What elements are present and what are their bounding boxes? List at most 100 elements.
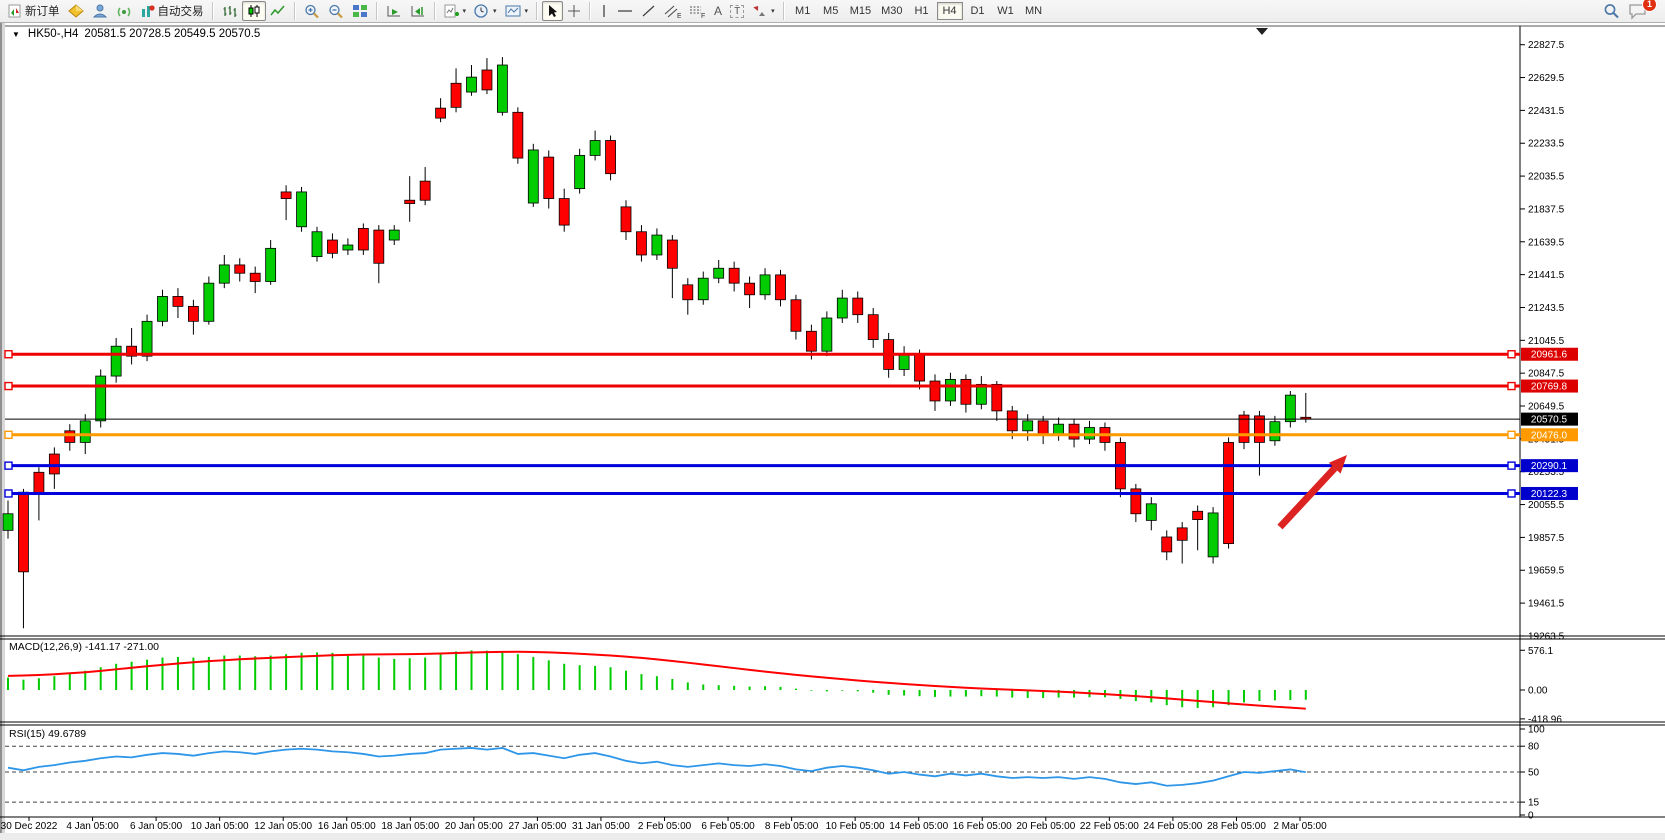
timeframe-button-M30[interactable]: M30 bbox=[877, 2, 906, 20]
bottom-strip bbox=[0, 833, 1665, 840]
community-button[interactable] bbox=[88, 1, 112, 21]
svg-text:E: E bbox=[677, 13, 681, 19]
line-end-marker[interactable] bbox=[4, 430, 13, 439]
time-tick-label: 31 Jan 05:00 bbox=[572, 821, 630, 832]
zoom-out-icon bbox=[328, 4, 344, 19]
new-order-icon bbox=[8, 4, 22, 18]
price-axis[interactable]: 22827.5 22629.5 22431.5 22233.5 22035.5 21837… bbox=[1520, 40, 1565, 642]
candle-body bbox=[1037, 420, 1049, 435]
candle-body bbox=[806, 330, 817, 352]
price-tick-label: 19857.5 bbox=[1528, 533, 1565, 544]
chart-shift-marker-icon[interactable] bbox=[1256, 28, 1268, 35]
hline-tool-button[interactable] bbox=[613, 1, 637, 21]
candle-body bbox=[1192, 510, 1204, 520]
line-end-marker[interactable] bbox=[1507, 350, 1516, 359]
rsi-tick-label: 80 bbox=[1528, 742, 1540, 753]
line-end-marker[interactable] bbox=[4, 489, 13, 498]
fibonacci-tool-button[interactable]: F bbox=[685, 1, 710, 21]
trendline-tool-button[interactable] bbox=[637, 1, 660, 21]
candle-body bbox=[1022, 420, 1034, 432]
price-tick-label: 22827.5 bbox=[1528, 40, 1565, 51]
line-end-marker[interactable] bbox=[4, 350, 13, 359]
crosshair-icon bbox=[567, 4, 581, 18]
candle-body bbox=[697, 277, 709, 301]
period-button[interactable]: ▾ bbox=[470, 1, 501, 21]
signals-button[interactable] bbox=[112, 1, 136, 21]
candle-body bbox=[234, 264, 246, 274]
arrow-shaft bbox=[1277, 465, 1338, 530]
candle-body bbox=[945, 378, 956, 402]
timeframe-button-M15[interactable]: M15 bbox=[846, 2, 875, 20]
line-end-marker[interactable] bbox=[4, 381, 13, 391]
crosshair-tool-button[interactable] bbox=[563, 1, 585, 21]
arrows-tool-button[interactable]: ▾ bbox=[748, 1, 779, 21]
candle-body bbox=[1130, 488, 1142, 515]
candle-body bbox=[357, 228, 369, 251]
candle-body bbox=[33, 471, 45, 494]
time-axis[interactable]: 30 Dec 2022 4 Jan 05:00 6 Jan 05:00 10 Jan … bbox=[1, 817, 1327, 832]
channel-tool-button[interactable]: E bbox=[660, 1, 685, 21]
chart-shift-button[interactable] bbox=[406, 1, 430, 21]
search-button[interactable] bbox=[1599, 1, 1624, 21]
zoom-out-button[interactable] bbox=[324, 1, 348, 21]
new-order-button[interactable]: 新订单 bbox=[4, 1, 64, 21]
candle-body bbox=[2, 513, 14, 531]
tile-windows-icon bbox=[352, 4, 368, 18]
line-chart-button[interactable] bbox=[266, 1, 290, 21]
candle-body bbox=[203, 282, 215, 322]
price-tag-label: 20122.3 bbox=[1531, 489, 1568, 500]
collapse-arrow-icon[interactable]: ▼ bbox=[12, 29, 20, 39]
timeframe-button-H4[interactable]: H4 bbox=[936, 2, 963, 20]
chart-canvas[interactable]: 22827.5 22629.5 22431.5 22233.5 22035.5 21837… bbox=[0, 23, 1665, 840]
auto-trading-button[interactable]: 自动交易 bbox=[136, 1, 208, 21]
market-button[interactable] bbox=[64, 1, 88, 21]
template-button[interactable]: ▾ bbox=[501, 1, 533, 21]
time-tick-label: 4 Jan 05:00 bbox=[66, 821, 119, 832]
time-tick-label: 6 Jan 05:00 bbox=[130, 821, 183, 832]
main-toolbar: 新订单 自动交易 bbox=[0, 0, 1665, 23]
line-end-marker[interactable] bbox=[1507, 381, 1516, 391]
macd-signal-line bbox=[7, 650, 1306, 710]
price-tag bbox=[1521, 379, 1578, 393]
timeframe-button-MN[interactable]: MN bbox=[1021, 2, 1047, 20]
candle-body bbox=[975, 383, 987, 405]
add-indicator-button[interactable]: ▾ bbox=[440, 1, 471, 21]
candle-body bbox=[790, 299, 802, 332]
line-end-marker[interactable] bbox=[1507, 489, 1516, 498]
time-tick-label: 16 Jan 05:00 bbox=[318, 821, 376, 832]
timeframe-button-D1[interactable]: D1 bbox=[965, 2, 991, 20]
auto-scroll-button[interactable] bbox=[382, 1, 406, 21]
hlines-layer bbox=[4, 350, 1520, 498]
price-tick-label: 22035.5 bbox=[1528, 172, 1565, 183]
vline-tool-button[interactable] bbox=[595, 1, 613, 21]
window-edge bbox=[0, 23, 2, 840]
candle-body bbox=[527, 149, 539, 204]
notification-badge[interactable]: 1 bbox=[1642, 0, 1657, 12]
timeframe-button-H1[interactable]: H1 bbox=[909, 2, 935, 20]
bar-chart-button[interactable] bbox=[218, 1, 242, 21]
timeframe-button-W1[interactable]: W1 bbox=[993, 2, 1019, 20]
candle-body bbox=[821, 317, 833, 352]
text-label-tool-button[interactable]: T bbox=[726, 1, 748, 21]
clock-icon bbox=[474, 4, 489, 18]
candle-body bbox=[435, 107, 447, 119]
line-end-marker[interactable] bbox=[1507, 430, 1516, 439]
candle-body bbox=[404, 199, 416, 204]
annotation-arrow[interactable] bbox=[1277, 455, 1347, 530]
time-tick-label: 12 Jan 05:00 bbox=[254, 821, 312, 832]
zoom-in-button[interactable] bbox=[300, 1, 324, 21]
timeframe-button-M1[interactable]: M1 bbox=[790, 2, 816, 20]
candlestick-chart-button[interactable] bbox=[241, 1, 266, 21]
tile-windows-button[interactable] bbox=[348, 1, 372, 21]
gold-icon bbox=[67, 4, 84, 18]
cursor-tool-button[interactable] bbox=[542, 1, 564, 21]
time-tick-label: 2 Feb 05:00 bbox=[638, 821, 692, 832]
line-end-marker[interactable] bbox=[1507, 461, 1516, 470]
candle-body bbox=[110, 345, 122, 377]
line-end-marker[interactable] bbox=[4, 461, 13, 470]
text-tool-button[interactable]: A bbox=[710, 1, 726, 21]
timeframe-button-M5[interactable]: M5 bbox=[818, 2, 844, 20]
candle-body bbox=[651, 234, 663, 256]
time-tick-label: 20 Feb 05:00 bbox=[1016, 821, 1075, 832]
candle-body bbox=[914, 354, 925, 382]
